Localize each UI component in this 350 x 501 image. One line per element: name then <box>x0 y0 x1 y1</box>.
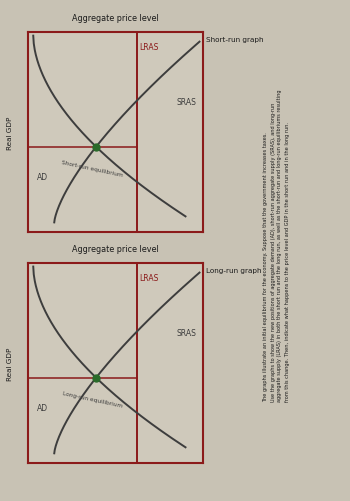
Text: Aggregate price level: Aggregate price level <box>72 244 159 253</box>
Text: Long-run graph: Long-run graph <box>206 267 262 273</box>
Text: The graphs illustrate an initial equilibrium for the economy. Suppose that the g: The graphs illustrate an initial equilib… <box>264 90 289 401</box>
Text: SRAS: SRAS <box>177 98 197 107</box>
Text: Short-run equilibrium: Short-run equilibrium <box>61 159 124 177</box>
Text: LRAS: LRAS <box>139 273 159 282</box>
Text: SRAS: SRAS <box>177 329 197 338</box>
Text: LRAS: LRAS <box>139 43 159 52</box>
Text: AD: AD <box>37 403 48 412</box>
Text: Short-run graph: Short-run graph <box>206 37 264 43</box>
Text: Real GDP: Real GDP <box>7 116 14 149</box>
Text: AD: AD <box>37 172 48 181</box>
Text: Real GDP: Real GDP <box>7 347 14 380</box>
Text: Long-run equilibrium: Long-run equilibrium <box>62 390 123 408</box>
Text: Aggregate price level: Aggregate price level <box>72 14 159 23</box>
